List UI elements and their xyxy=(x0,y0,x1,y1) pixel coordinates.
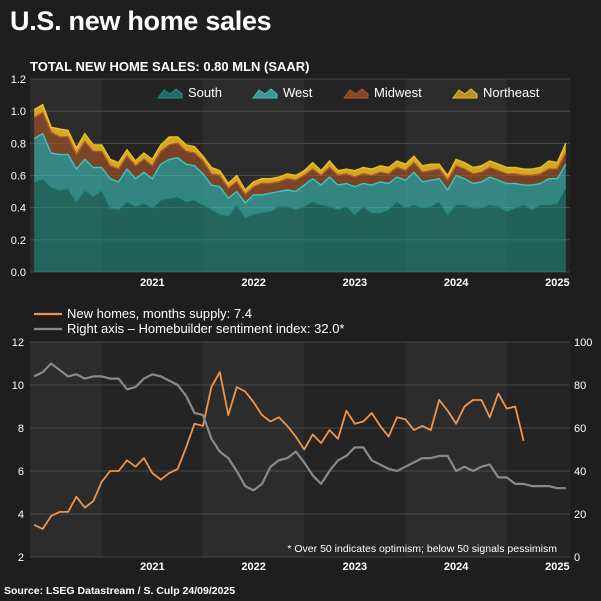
chart-title: U.S. new home sales xyxy=(10,6,272,36)
top-y-tick: 0.6 xyxy=(11,171,26,183)
area-west xyxy=(34,133,566,218)
x-tick-2021: 2021 xyxy=(140,561,164,573)
left-y-tick: 8 xyxy=(18,423,24,435)
left-y-tick: 10 xyxy=(12,380,24,392)
legend-label-west: West xyxy=(283,85,313,100)
year-band-2022 xyxy=(202,342,305,557)
area-line-south xyxy=(33,177,567,219)
top-y-tick: 1.2 xyxy=(11,74,26,86)
legend-swatch-midwest xyxy=(343,88,369,99)
legend-label-northeast: Northeast xyxy=(483,85,540,100)
legend-label-midwest: Midwest xyxy=(374,85,422,100)
area-south xyxy=(34,178,566,272)
area-line-northeast xyxy=(33,103,567,192)
left-y-tick: 2 xyxy=(18,552,24,564)
line-months-supply xyxy=(33,371,525,530)
right-y-tick: 0 xyxy=(574,552,580,564)
left-y-tick: 12 xyxy=(12,337,24,349)
x-tick-2024: 2024 xyxy=(444,277,469,289)
area-line-west xyxy=(33,132,567,204)
top-y-tick: 1.0 xyxy=(11,106,26,118)
legend-swatch-south xyxy=(157,88,183,99)
right-y-tick: 60 xyxy=(574,423,586,435)
line-sentiment-index xyxy=(33,362,566,492)
top-y-tick: 0.2 xyxy=(11,235,26,247)
area-northeast xyxy=(34,104,566,195)
x-tick-2025: 2025 xyxy=(545,561,569,573)
footnote-annotation: * Over 50 indicates optimism; below 50 s… xyxy=(287,543,557,555)
left-y-tick: 4 xyxy=(18,509,24,521)
top-chart-title: TOTAL NEW HOME SALES: 0.80 MLN (SAAR) xyxy=(30,59,310,74)
legend-label-south: South xyxy=(188,85,222,100)
legend-label-months-supply: New homes, months supply: 7.4 xyxy=(67,306,252,321)
right-y-tick: 80 xyxy=(574,380,586,392)
year-band-2024 xyxy=(405,342,507,557)
legend-swatch-west xyxy=(252,88,278,99)
area-line-midwest xyxy=(33,111,567,196)
x-tick-2024: 2024 xyxy=(444,561,469,573)
x-tick-2021: 2021 xyxy=(140,277,164,289)
legend-label-sentiment: Right axis – Homebuilder sentiment index… xyxy=(67,321,344,336)
right-y-tick: 100 xyxy=(574,337,592,349)
stacked-area-chart: 0.0 0.2 0.4 0.6 0.8 1.0 1.2 2021 2022 2023 2024 202… xyxy=(11,74,570,289)
x-tick-2022: 2022 xyxy=(241,277,265,289)
area-midwest xyxy=(34,112,566,203)
top-y-tick: 0.0 xyxy=(11,267,26,279)
top-y-tick: 0.8 xyxy=(11,138,26,150)
right-y-tick: 40 xyxy=(574,466,586,478)
top-y-tick: 0.4 xyxy=(11,203,26,215)
left-y-tick: 6 xyxy=(18,466,24,478)
legend-swatch-northeast xyxy=(452,88,478,99)
source-note: Source: LSEG Datastream / S. Culp 24/09/… xyxy=(4,585,236,597)
x-tick-2023: 2023 xyxy=(343,561,367,573)
x-tick-2022: 2022 xyxy=(241,561,265,573)
x-tick-2025: 2025 xyxy=(545,277,569,289)
x-tick-2023: 2023 xyxy=(343,277,367,289)
right-y-tick: 20 xyxy=(574,509,586,521)
dual-axis-line-chart: 2 4 6 8 10 12 0 20 40 60 80 100 2021 2022 2023 2024 2025… xyxy=(12,306,593,573)
